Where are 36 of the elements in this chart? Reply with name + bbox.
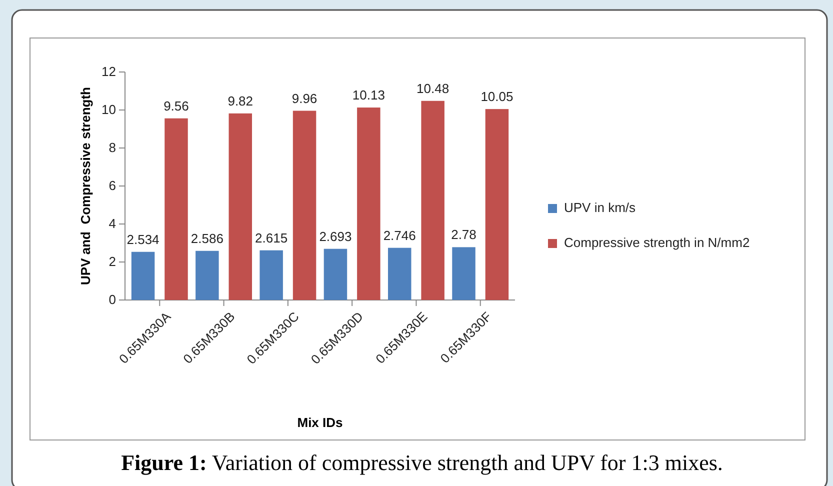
- data-label: 10.48: [416, 80, 450, 96]
- legend-label: Compressive strength in N/mm2: [564, 235, 750, 250]
- bar: [388, 248, 412, 300]
- y-tick-label: 8: [108, 140, 116, 156]
- bar: [260, 250, 283, 300]
- y-axis-title: UPV and Compressive strength: [78, 86, 93, 285]
- data-label: 2.746: [383, 228, 416, 243]
- bar: [324, 248, 348, 300]
- data-label: 10.13: [352, 88, 385, 103]
- bar: [357, 108, 380, 300]
- data-label: 2.78: [451, 227, 476, 242]
- data-label: 2.534: [126, 232, 160, 247]
- bar: [131, 252, 155, 300]
- y-tick-label: 6: [108, 178, 116, 194]
- bar: [164, 118, 188, 300]
- bar: [196, 250, 219, 300]
- data-label: 9.96: [292, 90, 318, 106]
- data-label: 2.615: [255, 230, 288, 246]
- data-label: 10.05: [480, 89, 514, 104]
- bar: [421, 100, 444, 300]
- bar: [292, 110, 316, 300]
- bar: [452, 247, 476, 300]
- data-label: 2.693: [319, 228, 352, 244]
- y-tick-label: 4: [108, 216, 116, 232]
- bar: [485, 109, 509, 300]
- data-label: 9.56: [164, 98, 189, 114]
- y-tick-label: 2: [108, 254, 116, 270]
- data-label: 2.586: [190, 230, 224, 246]
- y-tick-label: 10: [102, 102, 116, 118]
- x-axis-title: Mix IDs: [297, 415, 343, 430]
- legend-label: UPV in km/s: [564, 200, 636, 215]
- y-tick-label: 12: [102, 64, 116, 80]
- y-tick-label: 0: [108, 292, 116, 308]
- data-label: 9.82: [228, 93, 254, 108]
- bar: [228, 113, 252, 300]
- text: Figure 1: Variation of compressive strength and UPV for 1:3 mixes.: [121, 450, 723, 475]
